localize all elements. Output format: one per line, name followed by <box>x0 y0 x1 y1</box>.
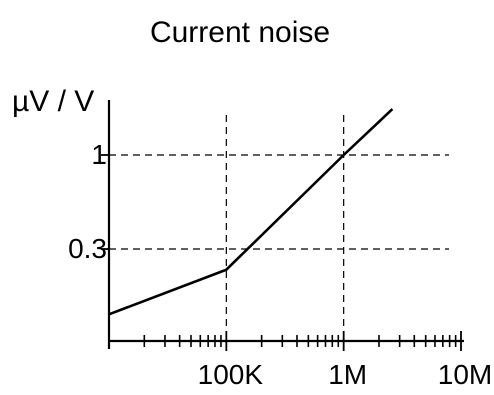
tick-labels: 100K 1M 10M 0.3 1 <box>68 139 492 390</box>
axes <box>107 100 464 349</box>
current-noise-line <box>108 108 394 316</box>
y-tick-label: 1 <box>91 139 107 170</box>
tick-marks <box>101 154 462 351</box>
chart-title: Current noise <box>150 16 330 49</box>
grid-lines <box>109 115 449 341</box>
x-tick-label: 100K <box>198 359 264 390</box>
x-tick-label: 1M <box>328 359 367 390</box>
y-axis-unit-label: µV / V <box>12 85 94 118</box>
x-tick-label: 10M <box>438 359 492 390</box>
y-tick-label: 0.3 <box>68 233 107 264</box>
series-lines <box>108 108 394 316</box>
